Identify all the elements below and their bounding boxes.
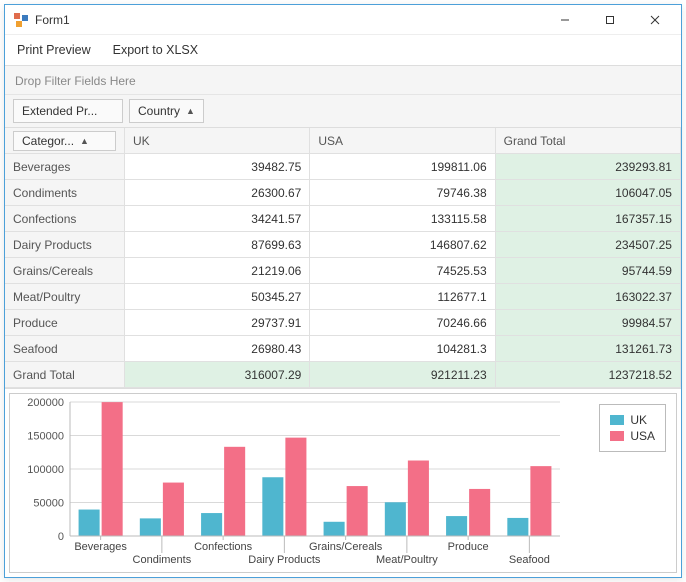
svg-text:Condiments: Condiments [133, 554, 192, 566]
col-header[interactable]: Grand Total [496, 128, 681, 154]
filter-drop-area[interactable]: Drop Filter Fields Here [5, 66, 681, 95]
minimize-button[interactable] [542, 6, 587, 34]
data-cell: 79746.38 [310, 180, 495, 206]
maximize-button[interactable] [587, 6, 632, 34]
col-header[interactable]: USA [310, 128, 495, 154]
svg-text:Dairy Products: Dairy Products [248, 554, 321, 566]
menu-print-preview[interactable]: Print Preview [15, 39, 93, 61]
svg-text:150000: 150000 [27, 431, 64, 443]
svg-text:Meat/Poultry: Meat/Poultry [376, 554, 438, 566]
legend-swatch [610, 415, 624, 425]
field-label: Categor... [22, 134, 74, 148]
pivot-grid: Categor...▲UKUSAGrand TotalBeverages3948… [5, 127, 681, 389]
data-cell: 146807.62 [310, 232, 495, 258]
data-cell: 234507.25 [496, 232, 681, 258]
data-cell: 163022.37 [496, 284, 681, 310]
data-cell: 21219.06 [125, 258, 310, 284]
svg-text:200000: 200000 [27, 397, 64, 409]
data-cell: 39482.75 [125, 154, 310, 180]
form-window: Form1 Print Preview Export to XLSX Drop … [4, 4, 682, 578]
legend-item: UK [610, 413, 655, 427]
svg-text:Seafood: Seafood [509, 554, 550, 566]
legend-swatch [610, 431, 624, 441]
row-header[interactable]: Seafood [5, 336, 125, 362]
svg-text:Grains/Cereals: Grains/Cereals [309, 541, 383, 553]
data-cell: 95744.59 [496, 258, 681, 284]
col-field-country[interactable]: Country ▲ [129, 99, 204, 123]
chart-container: 0 50000 100000 150000 200000 Beverages Condime… [5, 389, 681, 577]
sort-asc-icon: ▲ [80, 136, 89, 146]
svg-text:0: 0 [58, 531, 64, 543]
legend-label: USA [630, 429, 655, 443]
field-label: Country [138, 104, 180, 118]
menubar: Print Preview Export to XLSX [5, 35, 681, 66]
sort-asc-icon: ▲ [186, 106, 195, 116]
data-cell: 239293.81 [496, 154, 681, 180]
row-header[interactable]: Produce [5, 310, 125, 336]
titlebar: Form1 [5, 5, 681, 35]
row-header[interactable]: Meat/Poultry [5, 284, 125, 310]
data-cell: 29737.91 [125, 310, 310, 336]
grand-total-cell: 316007.29 [125, 362, 310, 388]
row-field-cell: Categor... ▲ [5, 128, 125, 154]
legend-item: USA [610, 429, 655, 443]
row-header[interactable]: Condiments [5, 180, 125, 206]
app-icon [13, 12, 29, 28]
grand-total-cell: 1237218.52 [496, 362, 681, 388]
row-header[interactable]: Dairy Products [5, 232, 125, 258]
data-cell: 70246.66 [310, 310, 495, 336]
data-cell: 50345.27 [125, 284, 310, 310]
chart-legend: UK USA [599, 404, 666, 452]
data-column-field-row: Extended Pr... Country ▲ [5, 95, 681, 127]
row-header[interactable]: Beverages [5, 154, 125, 180]
window-title: Form1 [35, 13, 70, 27]
data-cell: 87699.63 [125, 232, 310, 258]
data-cell: 26980.43 [125, 336, 310, 362]
data-field-extended-price[interactable]: Extended Pr... [13, 99, 123, 123]
data-cell: 133115.58 [310, 206, 495, 232]
data-cell: 26300.67 [125, 180, 310, 206]
data-cell: 104281.3 [310, 336, 495, 362]
data-cell: 131261.73 [496, 336, 681, 362]
data-cell: 106047.05 [496, 180, 681, 206]
svg-text:Beverages: Beverages [74, 541, 127, 553]
data-cell: 167357.15 [496, 206, 681, 232]
data-cell: 99984.57 [496, 310, 681, 336]
svg-text:Confections: Confections [194, 541, 253, 553]
field-label: Extended Pr... [22, 104, 97, 118]
grand-total-cell: 921211.23 [310, 362, 495, 388]
col-header[interactable]: UK [125, 128, 310, 154]
data-cell: 112677.1 [310, 284, 495, 310]
row-field-category[interactable]: Categor... ▲ [13, 131, 116, 151]
svg-text:50000: 50000 [33, 498, 64, 510]
row-header[interactable]: Confections [5, 206, 125, 232]
bar-chart: 0 50000 100000 150000 200000 Beverages Condime… [9, 393, 677, 573]
data-cell: 34241.57 [125, 206, 310, 232]
data-cell: 74525.53 [310, 258, 495, 284]
data-cell: 199811.06 [310, 154, 495, 180]
menu-export-xlsx[interactable]: Export to XLSX [111, 39, 200, 61]
svg-text:100000: 100000 [27, 464, 64, 476]
close-button[interactable] [632, 6, 677, 34]
svg-text:Produce: Produce [448, 541, 489, 553]
row-header[interactable]: Grains/Cereals [5, 258, 125, 284]
grand-total-row-header[interactable]: Grand Total [5, 362, 125, 388]
legend-label: UK [630, 413, 647, 427]
